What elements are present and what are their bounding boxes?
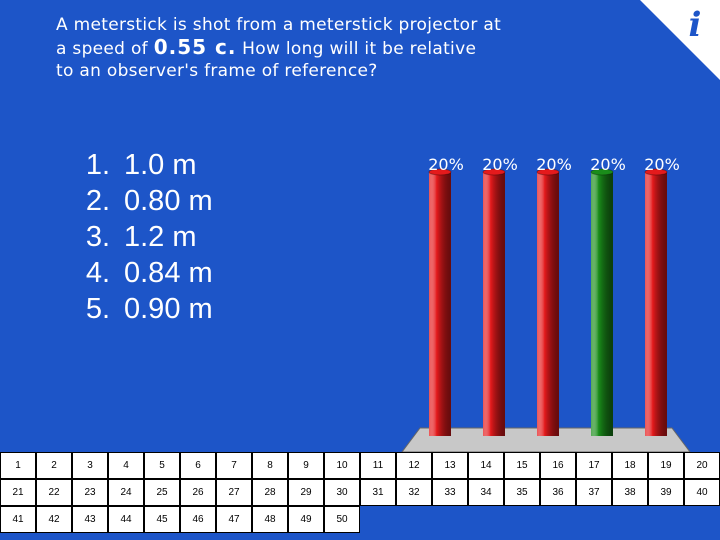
responder-cell: 28	[252, 479, 288, 506]
responder-cell: 13	[432, 452, 468, 479]
question-line-3: to an observer's frame of reference?	[56, 61, 378, 81]
question-line-2: a speed of 0.55 c. How long will it be r…	[56, 36, 501, 60]
chart-value-label: 20%	[536, 155, 572, 174]
answer-text: 0.80 m	[124, 185, 213, 217]
responder-cell: 24	[108, 479, 144, 506]
responder-cell: 21	[0, 479, 36, 506]
responder-cell: 1	[0, 452, 36, 479]
responder-cell: 7	[216, 452, 252, 479]
responder-cell: 42	[36, 506, 72, 533]
chart-bar-shading	[645, 172, 667, 436]
responder-cell: 8	[252, 452, 288, 479]
answer-text: 1.2 m	[124, 221, 197, 253]
responder-cell: 37	[576, 479, 612, 506]
responder-cell: 46	[180, 506, 216, 533]
chart-bar-shading	[429, 172, 451, 436]
answer-option: 3. 1.2 m	[58, 219, 213, 255]
responder-cell: 49	[288, 506, 324, 533]
responder-cell: 29	[288, 479, 324, 506]
responder-cell: 34	[468, 479, 504, 506]
answer-number: 5.	[85, 293, 110, 325]
brand-logo: i	[688, 5, 702, 45]
answer-option: 4. 0.84 m	[58, 255, 213, 291]
answer-option: 5. 0.90 m	[58, 291, 213, 327]
responder-cell: 16	[540, 452, 576, 479]
responder-cell: 18	[612, 452, 648, 479]
answer-number: 4.	[85, 257, 110, 289]
chart-bar-shading	[591, 172, 613, 436]
responder-cell: 9	[288, 452, 324, 479]
responder-cell: 10	[324, 452, 360, 479]
chart-value-label: 20%	[428, 155, 464, 174]
responder-cell: 50	[324, 506, 360, 533]
chart-bar-top	[536, 168, 560, 176]
question-line-2-suffix: How long will it be relative	[242, 39, 477, 59]
responder-cell: 22	[36, 479, 72, 506]
responder-cell: 41	[0, 506, 36, 533]
answer-number: 3.	[85, 221, 110, 253]
answer-text: 1.0 m	[124, 149, 197, 181]
corner-decoration	[640, 0, 720, 80]
chart-value-label: 20%	[590, 155, 626, 174]
responder-cell: 23	[72, 479, 108, 506]
responder-cell: 43	[72, 506, 108, 533]
answer-list: 1. 1.0 m 2. 0.80 m 3. 1.2 m 4. 0.84 m 5. 0.90…	[58, 147, 213, 327]
question-line-1: A meterstick is shot from a meterstick p…	[56, 15, 502, 35]
responder-cell: 4	[108, 452, 144, 479]
responder-cell: 40	[684, 479, 720, 506]
chart-bar-top	[482, 168, 506, 176]
speed-value: 0.55 c.	[153, 35, 237, 59]
responder-grid: 1 2 3 4 5 6 7 8 9 10 11 12 13 14 15 16 17 18 19 20 21 22 23 24 2…	[0, 452, 720, 540]
responder-cell: 38	[612, 479, 648, 506]
question-line-2-prefix: a speed of	[56, 39, 148, 59]
responder-cell: 11	[360, 452, 396, 479]
responder-cell: 2	[36, 452, 72, 479]
answer-number: 1.	[85, 149, 110, 181]
responder-cell: 33	[432, 479, 468, 506]
responder-cell: 44	[108, 506, 144, 533]
responder-cell: 5	[144, 452, 180, 479]
answer-text: 0.90 m	[124, 293, 213, 325]
responder-cell: 35	[504, 479, 540, 506]
responder-cell: 20	[684, 452, 720, 479]
responder-cell: 31	[360, 479, 396, 506]
chart-bar-shading	[483, 172, 505, 436]
chart-bar-shading	[537, 172, 559, 436]
answer-number: 2.	[85, 185, 110, 217]
responder-cell: 48	[252, 506, 288, 533]
responder-cell: 26	[180, 479, 216, 506]
chart-bar-top	[590, 168, 614, 176]
responder-cell: 17	[576, 452, 612, 479]
responder-cell: 39	[648, 479, 684, 506]
responder-cell: 15	[504, 452, 540, 479]
chart-bar-top	[428, 168, 452, 176]
responder-cell: 3	[72, 452, 108, 479]
responder-cell: 6	[180, 452, 216, 479]
responder-cell: 45	[144, 506, 180, 533]
chart-value-label: 20%	[644, 155, 680, 174]
question-text: A meterstick is shot from a meterstick p…	[56, 14, 501, 82]
responder-cell: 32	[396, 479, 432, 506]
responder-cell: 19	[648, 452, 684, 479]
answer-option: 1. 1.0 m	[58, 147, 213, 183]
chart-bar-top	[644, 168, 668, 176]
responder-cell: 30	[324, 479, 360, 506]
responder-cell: 27	[216, 479, 252, 506]
chart-value-label: 20%	[482, 155, 518, 174]
responder-cell: 47	[216, 506, 252, 533]
responder-cell: 14	[468, 452, 504, 479]
answer-text: 0.84 m	[124, 257, 213, 289]
responder-cell: 25	[144, 479, 180, 506]
responder-cell: 12	[396, 452, 432, 479]
answer-option: 2. 0.80 m	[58, 183, 213, 219]
responder-cell: 36	[540, 479, 576, 506]
